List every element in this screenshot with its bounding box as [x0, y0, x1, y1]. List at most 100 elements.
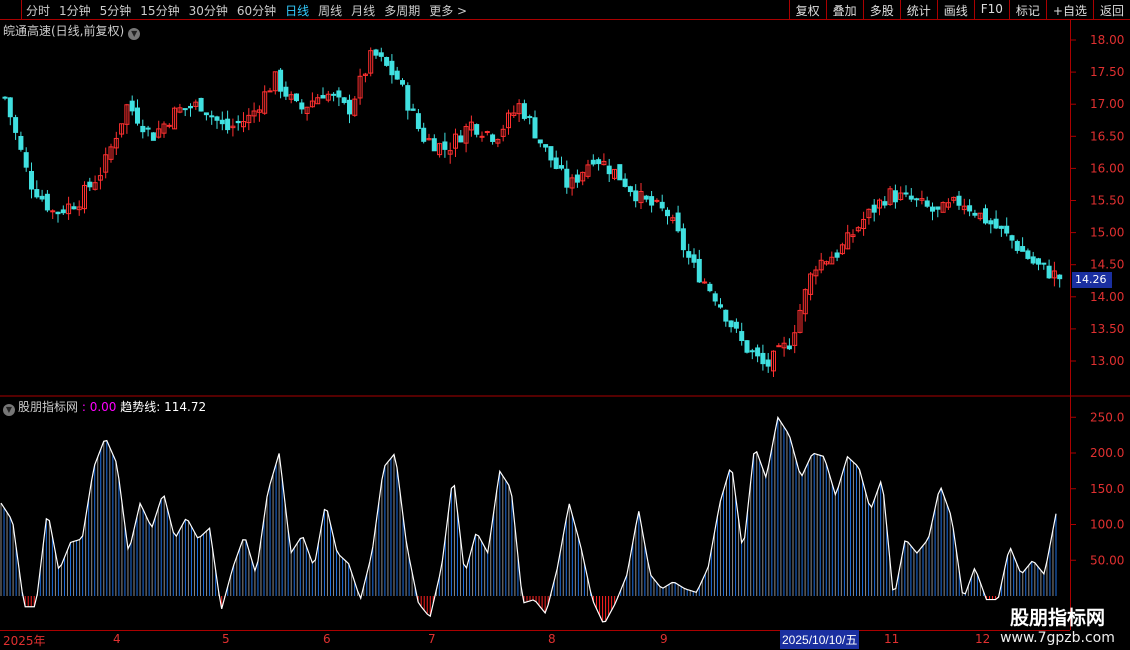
period-tab[interactable]: 更多 > [429, 4, 468, 18]
candle [612, 168, 617, 179]
period-tab[interactable]: 30分钟 [188, 4, 228, 18]
candle [733, 321, 739, 329]
period-tab[interactable]: 多周期 [384, 4, 421, 18]
candle [601, 160, 607, 166]
candle [654, 199, 660, 202]
candle [394, 70, 400, 80]
toolbar-button[interactable]: 叠加 [825, 0, 863, 20]
candle [262, 91, 268, 114]
chevron-down-icon[interactable]: ▼ [128, 28, 141, 40]
candle [299, 102, 305, 110]
candle [877, 199, 882, 209]
candle [60, 209, 66, 214]
period-tabs: 分时 1分钟 5分钟 15分钟 30分钟 60分钟 日线 周线 月线 多周期 更多 > [26, 2, 467, 19]
toolbar-button[interactable]: 统计 [899, 0, 937, 20]
candle [993, 218, 999, 229]
trend-value: 趋势线: 114.72 [120, 400, 207, 414]
price-tick-label: 15.00 [1090, 226, 1124, 240]
candle [744, 340, 750, 353]
price-tick-label: 18.00 [1090, 33, 1124, 47]
date-label: 5 [222, 632, 230, 646]
toolbar-button[interactable]: +自选 [1045, 0, 1093, 20]
toolbar-button[interactable]: 画线 [936, 0, 974, 20]
candle [1004, 225, 1010, 234]
candle [278, 69, 284, 92]
period-tab[interactable]: 分时 [26, 4, 51, 18]
candle [246, 114, 252, 124]
indicator-header: ▼ 股朋指标网 : 0.00 趋势线: 114.72 [3, 398, 206, 416]
price-tick-label: 13.50 [1090, 322, 1124, 336]
period-tab[interactable]: 5分钟 [99, 4, 132, 18]
period-tab[interactable]: 1分钟 [59, 4, 91, 18]
candle [956, 195, 962, 206]
candle [1051, 270, 1057, 279]
candle [251, 110, 257, 117]
price-tick-label: 16.50 [1090, 129, 1124, 143]
last-price-tag: 14.26 [1072, 272, 1112, 288]
candle [76, 206, 82, 211]
candle [225, 118, 231, 131]
period-tab[interactable]: 60分钟 [236, 4, 277, 18]
candle [87, 181, 93, 188]
candle [590, 159, 596, 165]
candle [691, 254, 697, 263]
sidebar-toggle-button[interactable] [0, 0, 22, 20]
candle [166, 124, 172, 127]
candle [442, 141, 448, 150]
candle [861, 218, 867, 229]
candle [543, 144, 549, 148]
toolbar-button[interactable]: F10 [973, 0, 1009, 20]
candle [924, 200, 930, 207]
candle [320, 95, 326, 99]
candle [670, 217, 676, 221]
candle [818, 259, 824, 271]
candle [792, 332, 798, 346]
candle [596, 159, 602, 165]
candle [1046, 265, 1052, 279]
candle [156, 128, 162, 138]
period-tab[interactable]: 月线 [351, 4, 376, 18]
candle [415, 113, 421, 129]
candle [813, 269, 819, 277]
period-tab[interactable]: 15分钟 [140, 4, 180, 18]
candle [765, 359, 771, 367]
candle [336, 90, 342, 98]
candle [638, 190, 644, 204]
candle [633, 190, 639, 202]
date-axis: 2025年 4 5 6 7 8 9 11 12 [0, 630, 1070, 650]
candle [1030, 256, 1036, 264]
chevron-down-icon[interactable]: ▼ [3, 404, 15, 416]
candle [29, 170, 34, 190]
candle [410, 108, 416, 111]
candle [124, 104, 130, 125]
candle [209, 115, 215, 118]
candle [1020, 246, 1026, 252]
candle [458, 135, 464, 143]
candle [680, 228, 686, 251]
candle [92, 182, 98, 190]
candle [537, 139, 543, 144]
selected-date: 2025/10/10/五 [780, 630, 860, 649]
candle [871, 204, 877, 213]
period-tab[interactable]: 周线 [318, 4, 343, 18]
toolbar-button[interactable]: 标记 [1008, 0, 1046, 20]
toolbar-button[interactable]: 返回 [1092, 0, 1130, 20]
candle [951, 196, 957, 201]
date-label: 11 [884, 632, 900, 646]
toolbar-button[interactable]: 复权 [788, 0, 826, 20]
candle [988, 220, 994, 225]
toolbar-button[interactable]: 多股 [862, 0, 900, 20]
candle [288, 94, 294, 100]
candle [203, 112, 209, 116]
candle [198, 97, 204, 112]
candle [256, 109, 262, 113]
candle [18, 135, 24, 150]
candle [622, 178, 628, 187]
candle [675, 212, 681, 232]
candle [304, 106, 310, 114]
candle [453, 133, 458, 149]
candle [235, 120, 241, 124]
period-tab[interactable]: 日线 [285, 4, 310, 18]
watermark: 股朋指标网 www.7gpzb.com [985, 603, 1130, 646]
